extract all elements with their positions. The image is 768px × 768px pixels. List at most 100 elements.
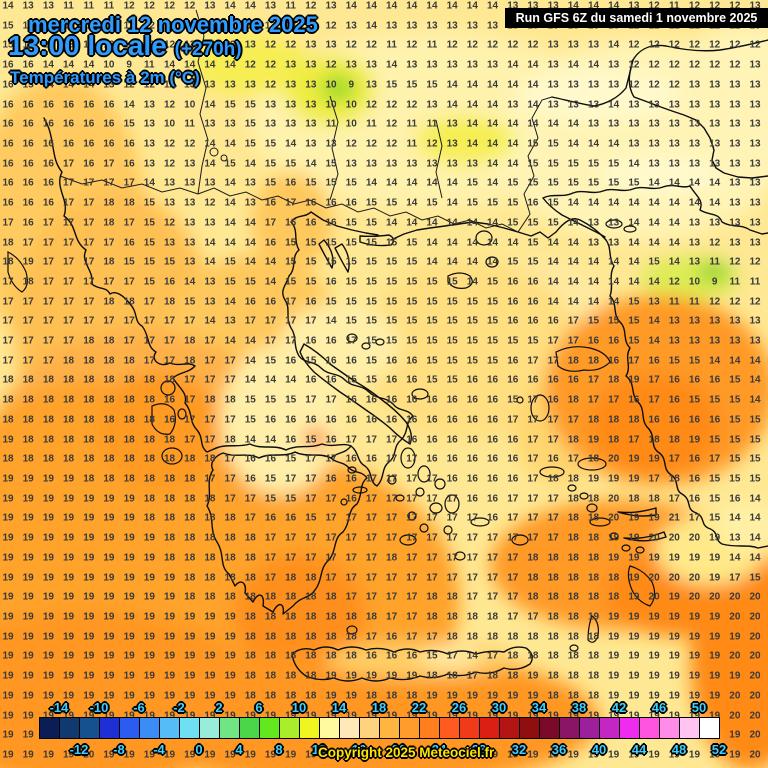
grid-value: 19 [224, 710, 236, 722]
grid-value: 19 [709, 690, 721, 702]
grid-value: 16 [2, 59, 14, 71]
grid-value: 15 [466, 315, 478, 327]
grid-value: 15 [365, 237, 377, 249]
grid-value: 14 [42, 39, 54, 51]
grid-value: 19 [163, 591, 176, 603]
grid-value: 17 [446, 650, 458, 662]
scale-segment [279, 717, 300, 739]
grid-value: 17 [264, 335, 277, 347]
grid-value: 13 [628, 0, 640, 12]
grid-value: 16 [406, 414, 418, 426]
grid-value: 16 [285, 217, 297, 229]
grid-value: 19 [103, 591, 115, 603]
scale-segment [199, 717, 220, 739]
grid-value: 19 [547, 749, 559, 761]
grid-value: 17 [264, 217, 277, 229]
grid-value: 13 [688, 138, 701, 150]
grid-value: 18 [204, 512, 216, 524]
grid-value: 13 [507, 99, 519, 111]
grid-value: 17 [63, 237, 75, 249]
grid-value: 17 [446, 532, 458, 544]
grid-value: 16 [22, 59, 34, 71]
grid-value: 13 [709, 118, 721, 130]
grid-value: 20 [688, 532, 701, 544]
grid-value: 18 [184, 335, 196, 347]
grid-value: 18 [63, 414, 75, 426]
grid-value: 19 [729, 729, 741, 741]
grid-value: 18 [264, 631, 277, 643]
grid-value: 19 [103, 631, 115, 643]
grid-value: 15 [749, 453, 761, 465]
grid-value: 14 [648, 197, 660, 209]
grid-value: 19 [2, 552, 14, 564]
grid-value: 14 [486, 118, 499, 130]
grid-value: 19 [608, 650, 620, 662]
grid-value: 13 [729, 99, 741, 111]
grid-value: 18 [143, 394, 155, 406]
grid-value: 17 [123, 177, 135, 189]
grid-value: 19 [628, 650, 640, 662]
grid-value: 12 [628, 59, 640, 71]
grid-value: 19 [608, 473, 620, 485]
grid-value: 14 [567, 276, 579, 288]
grid-value: 14 [466, 0, 478, 12]
grid-value: 19 [42, 650, 54, 662]
grid-value: 19 [587, 473, 600, 485]
grid-value: 17 [406, 631, 418, 643]
grid-value: 14 [547, 118, 559, 130]
grid-value: 12 [103, 39, 115, 51]
grid-value: 14 [386, 177, 398, 189]
grid-value: 19 [42, 473, 54, 485]
scale-tick-label: -10 [89, 700, 109, 715]
grid-value: 17 [365, 552, 377, 564]
grid-value: 17 [365, 572, 377, 584]
grid-value: 13 [285, 20, 297, 32]
grid-value: 17 [527, 355, 539, 367]
grid-value: 19 [688, 710, 701, 722]
grid-value: 16 [688, 473, 701, 485]
grid-value: 19 [143, 631, 155, 643]
grid-value: 13 [184, 197, 196, 209]
grid-value: 13 [365, 59, 377, 71]
grid-value: 19 [305, 749, 317, 761]
grid-value: 15 [729, 434, 741, 446]
grid-value: 12 [648, 39, 660, 51]
scale-segment [699, 717, 720, 739]
grid-value: 15 [426, 315, 438, 327]
grid-value: 19 [628, 749, 640, 761]
grid-value: 18 [63, 434, 75, 446]
grid-value: 18 [63, 394, 75, 406]
grid-value: 18 [143, 453, 155, 465]
grid-value: 14 [628, 158, 640, 170]
grid-value: 18 [486, 611, 499, 623]
grid-value: 19 [2, 512, 14, 524]
grid-value: 19 [709, 710, 721, 722]
grid-value: 14 [507, 59, 519, 71]
grid-value: 16 [345, 453, 357, 465]
grid-value: 18 [507, 650, 519, 662]
grid-value: 19 [365, 670, 377, 682]
grid-value: 16 [305, 414, 317, 426]
grid-value: 18 [22, 276, 34, 288]
grid-value: 13 [143, 138, 155, 150]
grid-value: 13 [204, 217, 216, 229]
grid-value: 17 [406, 572, 418, 584]
grid-value: 16 [426, 434, 438, 446]
grid-value: 15 [527, 138, 539, 150]
grid-value: 18 [345, 650, 357, 662]
grid-value: 14 [446, 79, 458, 91]
grid-value: 17 [507, 552, 519, 564]
grid-value: 18 [184, 572, 196, 584]
grid-value: 17 [426, 572, 438, 584]
model-run-bar: Run GFS 6Z du samedi 1 novembre 2025 [505, 8, 768, 28]
grid-value: 17 [204, 414, 216, 426]
grid-value: 12 [446, 39, 458, 51]
grid-value: 13 [608, 217, 620, 229]
grid-value: 17 [325, 532, 337, 544]
grid-value: 14 [365, 20, 377, 32]
grid-value: 18 [406, 690, 418, 702]
grid-value: 14 [123, 99, 135, 111]
grid-value: 14 [466, 276, 478, 288]
grid-value: 13 [204, 39, 216, 51]
